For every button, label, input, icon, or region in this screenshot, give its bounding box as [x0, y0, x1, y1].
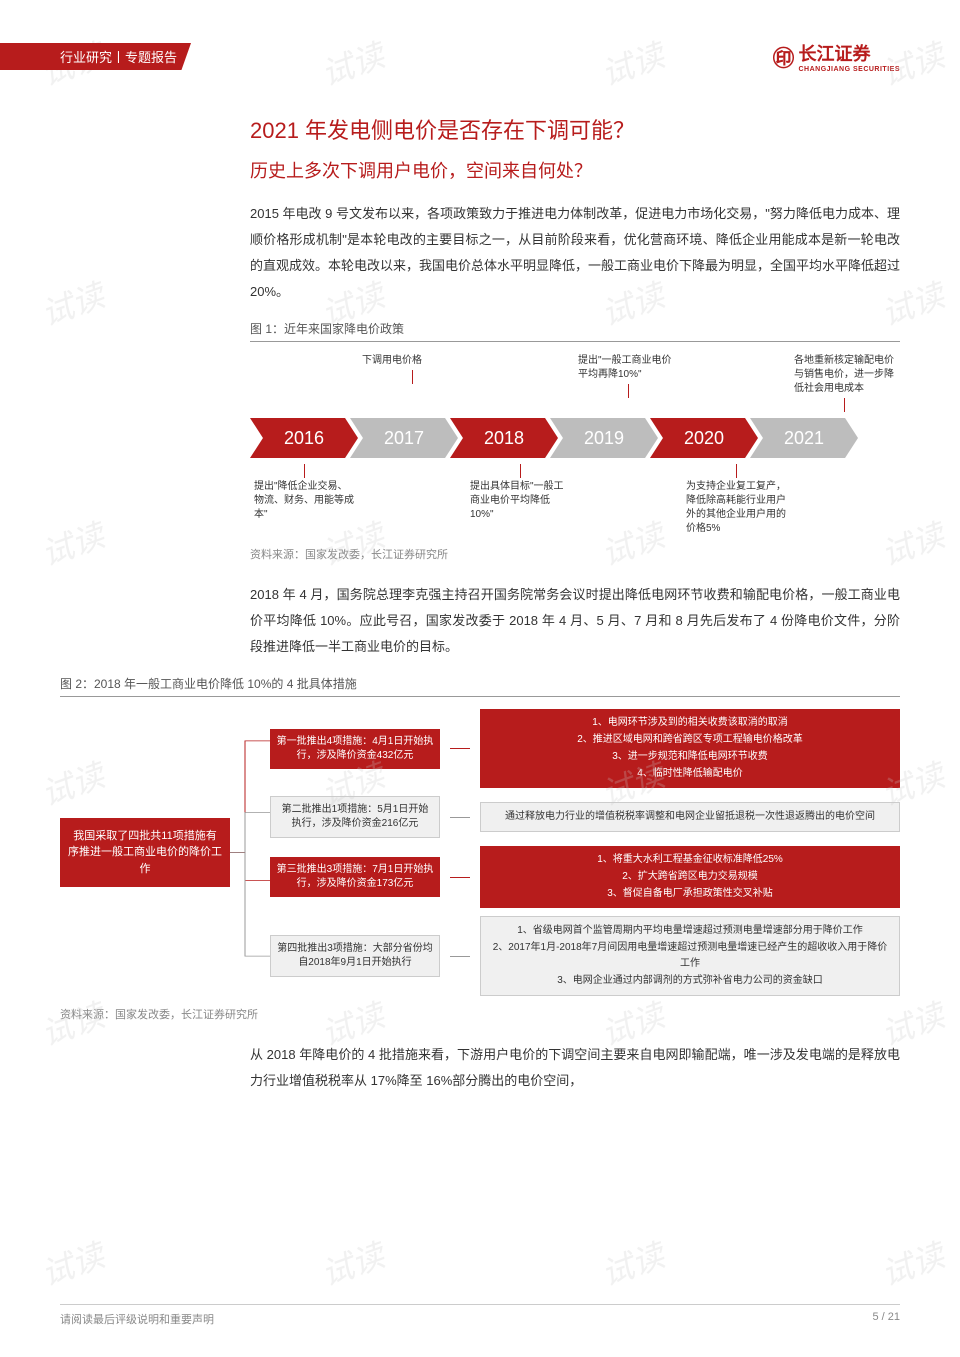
branch-mid: 第四批推出3项措施：大部分省份均自2018年9月1日开始执行 — [270, 935, 440, 977]
timeline-year: 2017 — [350, 418, 458, 458]
paragraph-3: 从 2018 年降电价的 4 批措施来看，下游用户电价的下调空间主要来自电网即输… — [250, 1042, 900, 1094]
logo-text: 长江证券 — [798, 44, 870, 64]
branch-mid: 第二批推出1项措施：5月1日开始执行，涉及降价资金216亿元 — [270, 796, 440, 838]
branch-detail: 1、电网环节涉及到的相关收费该取消的取消 2、推进区域电网和跨省跨区专项工程输电… — [480, 709, 900, 788]
timeline-chart: 下调用电价格 提出"一般工商业电价平均再降10%" 各地重新核定输配电价与销售电… — [250, 354, 900, 536]
header-tag: 行业研究丨专题报告 — [0, 43, 191, 70]
tree-branch: 第三批推出3项措施：7月1日开始执行，涉及降价资金173亿元 1、将重大水利工程… — [270, 846, 900, 908]
tree-diagram: 我国采取了四批共11项措施有序推进一般工商业电价的降价工作 第一批推出4项措施：… — [60, 709, 900, 996]
timeline-top-2021: 各地重新核定输配电价与销售电价，进一步降低社会用电成本 — [794, 354, 894, 396]
figure-1-title: 图 1：近年来国家降电价政策 — [250, 320, 900, 342]
timeline-bot-2020: 为支持企业复工复产，降低除高耗能行业用户外的其他企业用户用的价格5% — [686, 480, 786, 536]
tree-branch: 第四批推出3项措施：大部分省份均自2018年9月1日开始执行 1、省级电网首个监… — [270, 916, 900, 996]
page-number: 5 / 21 — [872, 1311, 900, 1327]
branch-detail: 1、将重大水利工程基金征收标准降低25% 2、扩大跨省跨区电力交易规模 3、督促… — [480, 846, 900, 908]
timeline-bot-2018: 提出具体目标"一般工商业电价平均降低10%" — [470, 480, 570, 522]
tree-branch: 第二批推出1项措施：5月1日开始执行，涉及降价资金216亿元 通过释放电力行业的… — [270, 796, 900, 838]
figure-2-title: 图 2：2018 年一般工商业电价降低 10%的 4 批具体措施 — [60, 675, 900, 697]
branch-detail: 通过释放电力行业的增值税税率调整和电网企业留抵退税一次性退返腾出的电价空间 — [480, 802, 900, 832]
brand-logo: ㊞ 长江证券 CHANGJIANG SECURITIES — [772, 40, 900, 73]
section-title-1: 2021 年发电侧电价是否存在下调可能？ — [250, 113, 900, 145]
paragraph-2: 2018 年 4 月，国务院总理李克强主持召开国务院常务会议时提出降低电网环节收… — [250, 582, 900, 660]
page-header: 行业研究丨专题报告 ㊞ 长江证券 CHANGJIANG SECURITIES — [60, 40, 900, 73]
timeline-year: 2021 — [750, 418, 858, 458]
figure-1-source: 资料来源：国家发改委，长江证券研究所 — [250, 546, 900, 562]
timeline-top-2017: 下调用电价格 — [362, 354, 462, 368]
timeline-year: 2016 — [250, 418, 358, 458]
timeline-year: 2018 — [450, 418, 558, 458]
paragraph-1: 2015 年电改 9 号文发布以来，各项政策致力于推进电力体制改革，促进电力市场… — [250, 201, 900, 305]
figure-2-source: 资料来源：国家发改委，长江证券研究所 — [60, 1006, 900, 1022]
timeline-year: 2019 — [550, 418, 658, 458]
branch-mid: 第一批推出4项措施：4月1日开始执行，涉及降价资金432亿元 — [270, 729, 440, 769]
branch-mid: 第三批推出3项措施：7月1日开始执行，涉及降价资金173亿元 — [270, 857, 440, 897]
footer-disclaimer: 请阅读最后评级说明和重要声明 — [60, 1311, 214, 1327]
logo-subtext: CHANGJIANG SECURITIES — [798, 66, 900, 73]
page-footer: 请阅读最后评级说明和重要声明 5 / 21 — [60, 1304, 900, 1327]
timeline-bot-2016: 提出"降低企业交易、物流、财务、用能等成本" — [254, 480, 354, 522]
branch-detail: 1、省级电网首个监管周期内平均电量增速超过预测电量增速部分用于降价工作 2、20… — [480, 916, 900, 996]
timeline-year: 2020 — [650, 418, 758, 458]
section-title-2: 历史上多次下调用户电价，空间来自何处？ — [250, 157, 900, 183]
tree-branch: 第一批推出4项措施：4月1日开始执行，涉及降价资金432亿元 1、电网环节涉及到… — [270, 709, 900, 788]
timeline-arrows: 2016 2017 2018 2019 2020 2021 — [250, 418, 900, 458]
tree-root-box: 我国采取了四批共11项措施有序推进一般工商业电价的降价工作 — [60, 818, 230, 888]
timeline-top-2019: 提出"一般工商业电价平均再降10%" — [578, 354, 678, 382]
